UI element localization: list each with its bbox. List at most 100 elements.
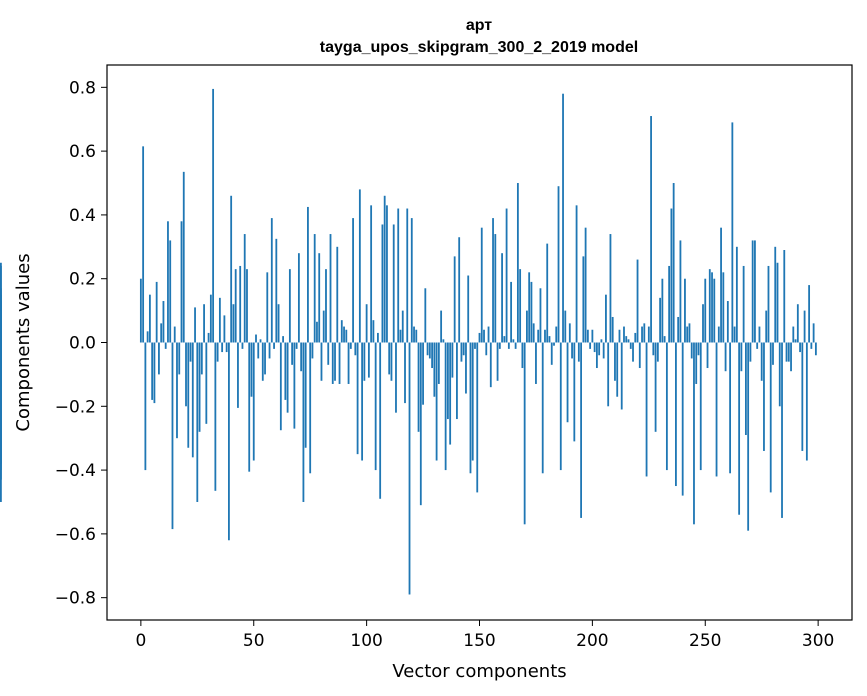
bar-6: [153, 342, 156, 404]
y-tick-label: 0.0: [69, 334, 96, 354]
bar-207: [607, 342, 610, 407]
bar-262: [731, 122, 734, 343]
bar-80: [320, 342, 323, 381]
bar-45: [241, 342, 244, 349]
bar-203: [598, 342, 601, 356]
bar-269: [747, 342, 750, 531]
bar-246: [695, 342, 698, 384]
bar-119: [408, 342, 411, 595]
bar-124: [419, 342, 422, 506]
bar-219: [634, 332, 637, 343]
bar-96: [356, 342, 359, 455]
bar-267: [742, 265, 745, 343]
bar-278: [767, 265, 770, 343]
bar-151: [480, 227, 483, 343]
x-tick-label: 300: [802, 631, 834, 651]
bar-194: [577, 342, 580, 362]
bar-216: [627, 339, 630, 343]
bar-223: [643, 323, 646, 343]
bar-110: [388, 342, 391, 375]
x-axis-ticks: 0 50 100 150 200 250 300: [135, 620, 834, 651]
bar-147: [471, 342, 474, 461]
chart-title: арт: [466, 17, 492, 34]
chart-subtitle: tayga_upos_skipgram_300_2_2019 model: [320, 39, 638, 56]
bar-287: [787, 342, 790, 362]
bar-220: [636, 259, 639, 343]
bar-202: [595, 342, 598, 369]
bar-279: [769, 342, 772, 493]
bar-26: [198, 342, 201, 432]
bar-295: [805, 342, 808, 461]
bar-122: [415, 329, 418, 343]
bar-69: [295, 342, 298, 349]
bar-131: [435, 342, 438, 461]
bar-171: [526, 310, 528, 343]
y-tick-label: −0.8: [55, 589, 96, 609]
bar-59: [273, 342, 275, 349]
bar-276: [763, 342, 765, 451]
bar-293: [801, 342, 804, 451]
y-tick-label: 0.4: [69, 206, 96, 226]
bar-117: [404, 342, 406, 404]
bar-116: [401, 310, 404, 343]
bar-98: [361, 342, 364, 461]
bar-249: [702, 304, 704, 343]
bar-76: [311, 342, 314, 359]
bar-94: [352, 218, 354, 343]
bar-143: [462, 342, 465, 356]
bar-27: [200, 342, 203, 375]
bar-73: [304, 342, 307, 448]
bar-37: [223, 315, 226, 343]
bar-201: [593, 342, 596, 353]
bar-263: [733, 326, 736, 343]
bar-82: [325, 269, 327, 343]
bar-undefined: [0, 310, 2, 343]
bar-38: [225, 342, 228, 353]
bar-198: [586, 329, 589, 343]
bar-189: [566, 342, 569, 423]
bar-11: [164, 342, 167, 349]
bar-253: [711, 272, 713, 343]
bar-282: [776, 262, 779, 343]
bar-290: [794, 339, 797, 343]
bar-31: [209, 294, 212, 343]
bar-150: [478, 332, 481, 343]
bar-144: [465, 342, 467, 394]
bar-213: [620, 342, 623, 410]
bar-74: [307, 206, 309, 343]
bar-58: [270, 218, 273, 343]
bar-215: [625, 336, 628, 343]
bar-178: [541, 342, 544, 474]
bar-257: [720, 227, 722, 343]
bar-115: [399, 329, 402, 343]
bar-129: [431, 342, 433, 369]
bar-72: [302, 342, 305, 502]
bar-299: [814, 342, 817, 356]
bar-175: [535, 342, 537, 384]
bar-165: [512, 339, 515, 343]
y-tick-label: −0.4: [55, 461, 96, 481]
bar-114: [397, 208, 400, 343]
bars-group: [0, 88, 817, 595]
bar-292: [799, 342, 801, 353]
bar-15: [173, 326, 176, 343]
bar-244: [690, 342, 693, 359]
bar-83: [327, 342, 330, 365]
bar-34: [216, 342, 219, 362]
bar-205: [602, 342, 605, 359]
bar-256: [717, 326, 720, 343]
bar-186: [559, 342, 562, 471]
bar-10: [162, 301, 165, 343]
bar-294: [803, 310, 806, 343]
bar-233: [665, 342, 668, 471]
bar-108: [383, 195, 386, 343]
bar-229: [656, 342, 659, 362]
bar-236: [672, 183, 675, 343]
bar-92: [347, 342, 350, 384]
bar-167: [516, 183, 519, 343]
bar-54: [261, 342, 264, 381]
bar-9: [160, 323, 163, 343]
bar-231: [661, 278, 664, 343]
x-axis-label: Vector components: [392, 661, 566, 682]
bar-145: [467, 275, 470, 343]
